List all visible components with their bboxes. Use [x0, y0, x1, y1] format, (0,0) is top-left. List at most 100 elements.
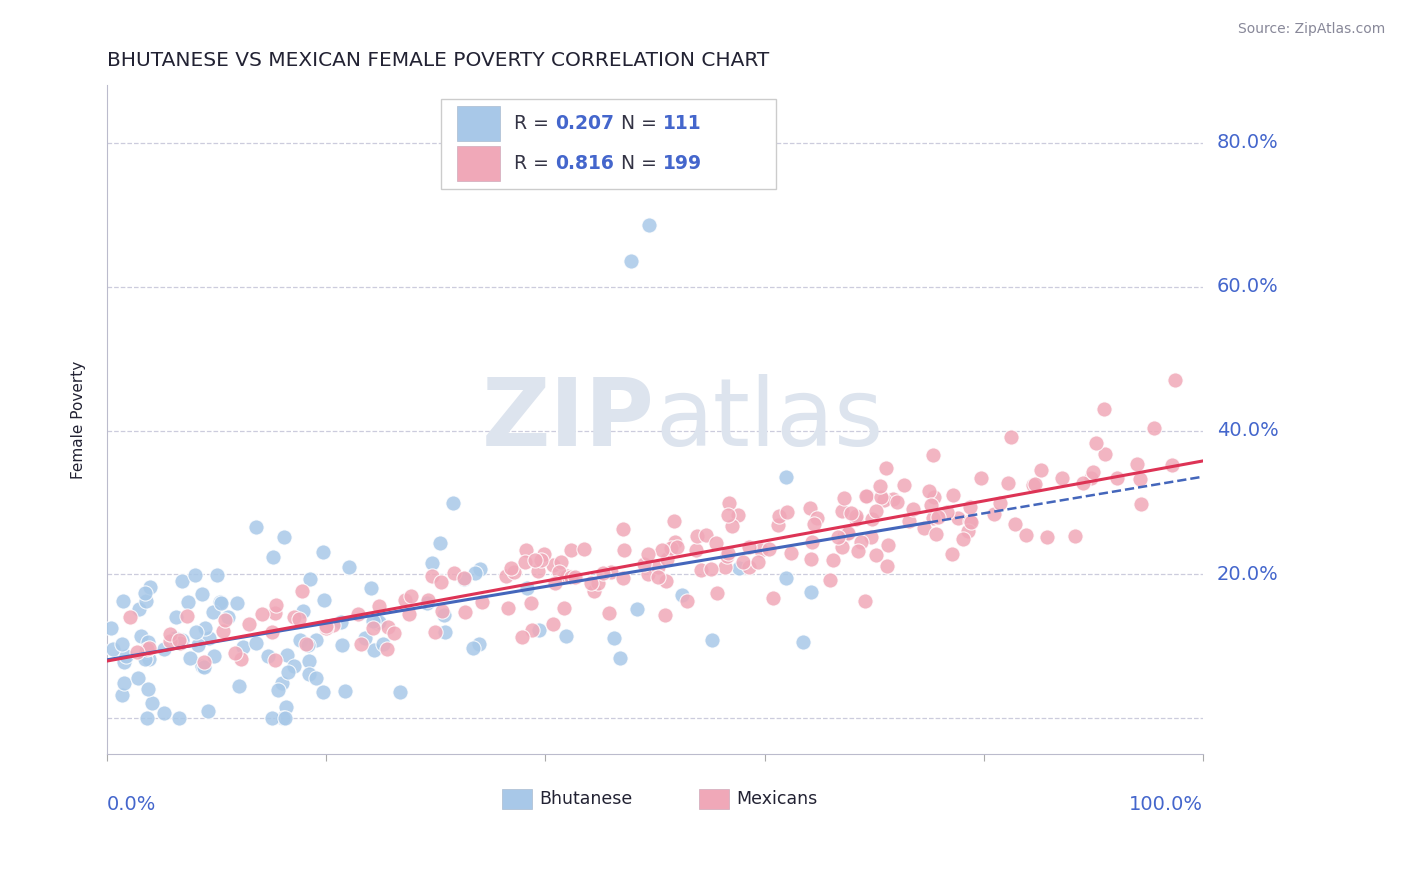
Point: [609, 651, 631, 665]
Point: [422, 556, 444, 570]
Point: [700, 633, 723, 648]
Point: [170, 574, 193, 588]
Point: [647, 570, 669, 584]
Point: [433, 607, 456, 622]
Point: [368, 615, 391, 629]
Point: [1084, 435, 1107, 450]
Point: [700, 562, 723, 576]
Point: [101, 641, 124, 656]
Point: [423, 625, 446, 640]
Point: [312, 685, 335, 699]
Point: [100, 621, 122, 635]
Point: [925, 526, 948, 541]
Point: [193, 655, 215, 669]
Point: [1130, 497, 1153, 511]
Point: [918, 484, 941, 499]
Point: [495, 568, 517, 582]
Point: [671, 588, 693, 602]
Point: [167, 711, 190, 725]
Point: [856, 489, 879, 503]
Point: [818, 573, 841, 587]
Point: [792, 635, 814, 649]
Point: [876, 558, 898, 573]
Point: [464, 566, 486, 580]
Point: [685, 543, 707, 558]
Point: [1015, 528, 1038, 542]
Point: [544, 575, 567, 590]
Point: [664, 535, 686, 549]
Point: [453, 572, 475, 586]
FancyBboxPatch shape: [699, 789, 730, 809]
Point: [548, 566, 571, 580]
Point: [882, 492, 904, 507]
Point: [264, 607, 287, 621]
Point: [520, 623, 543, 637]
Point: [377, 620, 399, 634]
Text: ZIP: ZIP: [482, 374, 655, 466]
Text: 0.816: 0.816: [555, 154, 614, 173]
Text: BHUTANESE VS MEXICAN FEMALE POVERTY CORRELATION CHART: BHUTANESE VS MEXICAN FEMALE POVERTY CORR…: [107, 51, 769, 70]
Point: [834, 529, 856, 543]
Point: [467, 637, 489, 651]
Point: [368, 599, 391, 613]
Point: [592, 566, 614, 580]
Point: [197, 632, 219, 646]
Point: [298, 654, 321, 668]
Point: [920, 499, 942, 513]
Point: [706, 586, 728, 600]
Point: [205, 568, 228, 582]
Point: [209, 596, 232, 610]
Point: [470, 562, 492, 576]
Point: [250, 607, 273, 622]
Point: [238, 616, 260, 631]
Point: [260, 711, 283, 725]
Point: [832, 491, 855, 505]
Point: [112, 676, 135, 690]
Point: [398, 607, 420, 622]
Point: [738, 560, 761, 574]
Point: [733, 555, 755, 569]
Point: [1092, 401, 1115, 416]
Point: [138, 640, 160, 655]
Point: [768, 518, 790, 533]
Text: N =: N =: [621, 114, 662, 133]
Point: [1024, 476, 1046, 491]
Point: [806, 511, 828, 525]
FancyBboxPatch shape: [441, 98, 776, 189]
Point: [657, 552, 679, 566]
Point: [299, 572, 322, 586]
Point: [363, 621, 385, 635]
Point: [153, 641, 176, 656]
Point: [163, 631, 186, 645]
Point: [305, 632, 328, 647]
Point: [129, 630, 152, 644]
Point: [394, 592, 416, 607]
Point: [172, 632, 194, 647]
Point: [443, 566, 465, 580]
Point: [718, 496, 741, 510]
Point: [291, 584, 314, 599]
Point: [956, 524, 979, 538]
Point: [429, 536, 451, 550]
Point: [111, 594, 134, 608]
Point: [801, 534, 824, 549]
Point: [305, 671, 328, 685]
Point: [529, 623, 551, 637]
Point: [747, 555, 769, 569]
Point: [333, 683, 356, 698]
Point: [274, 711, 297, 725]
Point: [654, 574, 676, 588]
Point: [941, 547, 963, 561]
Point: [134, 652, 156, 666]
Point: [666, 540, 689, 554]
Point: [337, 559, 360, 574]
Point: [441, 495, 464, 509]
Point: [959, 500, 981, 514]
Point: [1083, 465, 1105, 479]
Point: [564, 570, 586, 584]
Point: [515, 543, 537, 558]
Point: [527, 564, 550, 578]
Point: [1094, 447, 1116, 461]
Point: [228, 680, 250, 694]
Point: [276, 700, 298, 714]
